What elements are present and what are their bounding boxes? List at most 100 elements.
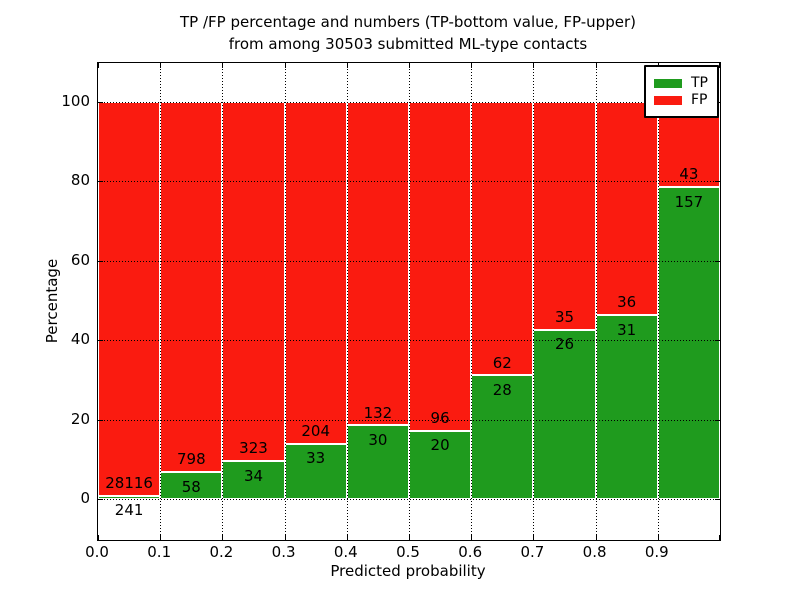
- y-gridline: [98, 340, 720, 342]
- fp-bar-segment: [98, 101, 161, 496]
- y-tick-label: 80: [70, 171, 90, 190]
- fp-count-label: 43: [679, 165, 699, 184]
- fp-bar-segment: [409, 101, 472, 431]
- x-gridline: [657, 63, 659, 540]
- legend: TP FP: [644, 65, 719, 118]
- fp-color-swatch: [654, 95, 682, 105]
- y-tick-mark: [98, 499, 103, 501]
- x-tick-mark: [595, 63, 597, 68]
- x-tick-label: 0.9: [644, 543, 669, 561]
- x-tick-mark: [98, 535, 99, 540]
- x-tick-mark: [471, 535, 473, 540]
- fp-count-label: 35: [554, 307, 575, 326]
- plot-area: 28116 241 798 58 323 34 204 33 132 30 96 20 62 28 35 26…: [97, 62, 721, 541]
- y-tick-mark: [98, 101, 103, 103]
- y-gridline: [98, 499, 720, 501]
- chart-title-line2: from among 30503 submitted ML-type conta…: [228, 35, 588, 53]
- y-tick-label: 60: [70, 250, 90, 269]
- tp-count-label: 58: [181, 477, 201, 496]
- y-tick-mark: [98, 340, 103, 342]
- tp-count-label: 30: [368, 431, 388, 450]
- x-tick-label: 0.4: [333, 543, 358, 561]
- x-tick-label: 0.8: [582, 543, 607, 561]
- legend-label-tp: TP: [691, 75, 708, 91]
- tp-color-swatch: [654, 78, 682, 88]
- x-gridline: [284, 63, 286, 540]
- x-tick-mark: [98, 63, 99, 68]
- chart-title: TP /FP percentage and numbers (TP-bottom…: [97, 11, 719, 55]
- x-tick-mark: [719, 535, 720, 540]
- y-tick-label: 100: [61, 91, 90, 110]
- fp-count-label: 204: [301, 421, 331, 440]
- tp-count-label: 157: [674, 192, 704, 211]
- tp-count-label: 34: [243, 466, 264, 485]
- x-tick-mark: [409, 63, 410, 68]
- legend-entry-tp: TP: [654, 76, 708, 90]
- x-gridline: [346, 63, 348, 540]
- fp-count-label: 323: [239, 439, 268, 458]
- fp-count-label: 36: [617, 293, 637, 312]
- fp-count-label: 132: [363, 403, 393, 422]
- x-tick-label: 0.1: [147, 543, 172, 561]
- x-gridline: [533, 63, 535, 540]
- y-tick-mark: [715, 419, 720, 421]
- x-tick-mark: [657, 535, 659, 540]
- x-tick-mark: [222, 535, 224, 540]
- tp-count-label: 33: [306, 449, 326, 468]
- x-tick-mark: [160, 535, 162, 540]
- x-tick-label: 0.3: [271, 543, 296, 561]
- x-gridline: [160, 63, 162, 540]
- x-tick-label: 0.6: [458, 543, 483, 561]
- y-gridline: [98, 101, 720, 103]
- tp-count-label: 26: [554, 335, 575, 354]
- x-tick-mark: [346, 535, 348, 540]
- tp-bar-segment: [657, 187, 720, 500]
- y-tick-mark: [98, 419, 103, 421]
- x-tick-label: 0.5: [396, 543, 420, 561]
- y-tick-mark: [715, 340, 720, 342]
- x-tick-mark: [160, 63, 162, 68]
- x-tick-mark: [346, 63, 348, 68]
- y-tick-mark: [98, 260, 103, 262]
- legend-entry-fp: FP: [654, 93, 708, 107]
- x-gridline: [222, 63, 224, 540]
- fp-bar-segment: [346, 101, 409, 426]
- y-tick-mark: [715, 260, 720, 262]
- tp-count-label: 28: [492, 381, 512, 400]
- tp-bar-segment: [284, 443, 347, 500]
- y-tick-label: 0: [80, 489, 90, 508]
- y-tick-label: 20: [70, 409, 90, 428]
- tp-bar-segment: [533, 329, 596, 500]
- fp-bar-segment: [595, 101, 658, 316]
- y-gridline: [98, 419, 720, 421]
- fp-bar-segment: [533, 101, 596, 330]
- x-tick-mark: [409, 535, 410, 540]
- fp-bar-segment: [222, 101, 285, 462]
- x-tick-mark: [533, 63, 535, 68]
- tp-bar-segment: [595, 315, 658, 500]
- fp-bar-segment: [284, 101, 347, 444]
- tp-count-label: 20: [430, 436, 450, 455]
- x-tick-label: 0.0: [85, 543, 109, 561]
- x-gridline: [471, 63, 473, 540]
- fp-count-label: 96: [430, 408, 450, 427]
- fp-count-label: 798: [176, 450, 206, 469]
- chart-title-line1: TP /FP percentage and numbers (TP-bottom…: [180, 13, 636, 31]
- fp-count-label: 28116: [105, 473, 153, 492]
- y-axis-title: Percentage: [43, 258, 61, 344]
- y-gridline: [98, 260, 720, 262]
- y-tick-mark: [715, 181, 720, 183]
- x-axis-title: Predicted probability: [330, 562, 486, 580]
- x-tick-label: 0.2: [209, 543, 234, 561]
- fp-bar-segment: [471, 101, 534, 376]
- y-tick-label: 40: [70, 330, 90, 349]
- y-tick-mark: [715, 499, 720, 501]
- tp-bar-segment: [346, 425, 409, 500]
- x-gridline: [409, 63, 410, 540]
- tp-count-label: 31: [617, 320, 637, 339]
- tp-bar-segment: [98, 495, 161, 500]
- x-tick-mark: [222, 63, 224, 68]
- tp-bar-segment: [222, 461, 285, 500]
- x-tick-mark: [284, 535, 286, 540]
